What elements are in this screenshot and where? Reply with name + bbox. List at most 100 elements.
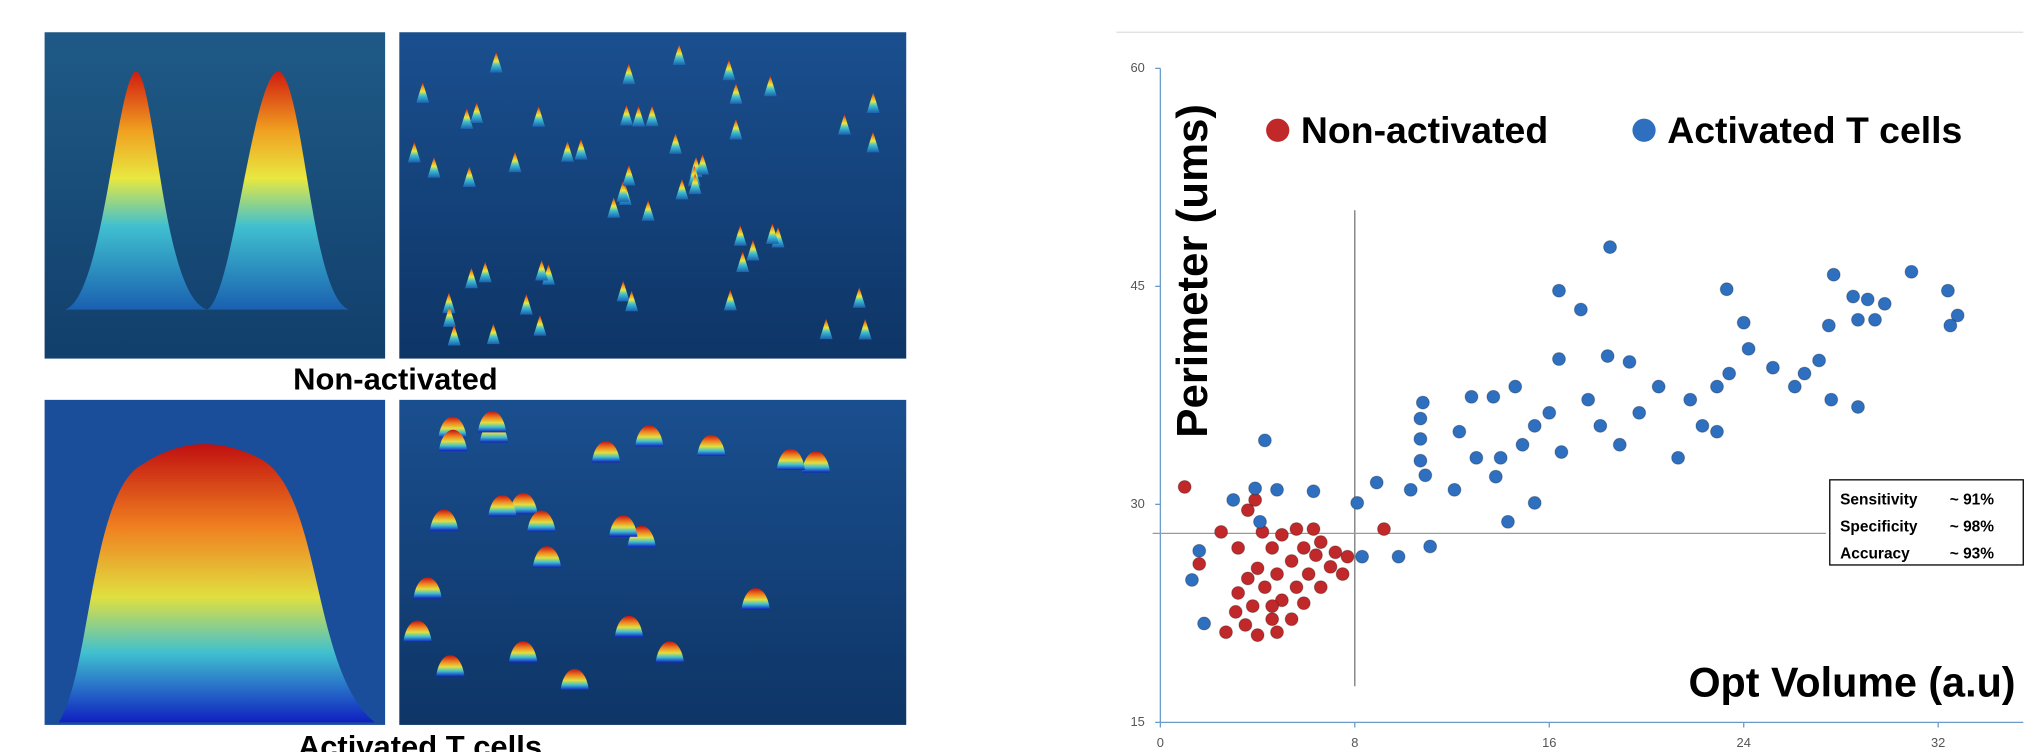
point (1378, 523, 1391, 536)
point (1944, 319, 1957, 332)
point (1822, 319, 1835, 332)
image-caption: Non-activated (293, 362, 498, 397)
x-tick-label: 32 (1931, 735, 1945, 750)
x-tick-label: 0 (1157, 735, 1164, 750)
point (1341, 550, 1354, 563)
image-panel (399, 400, 906, 725)
point (1249, 494, 1262, 507)
point (1543, 406, 1556, 419)
page: {"image_captions": ["Non-activated", "Ac… (0, 0, 2024, 752)
point (1470, 451, 1483, 464)
point (1258, 581, 1271, 594)
point (1414, 454, 1427, 467)
point (1696, 419, 1709, 432)
image-panel (399, 32, 906, 358)
point (1501, 515, 1514, 528)
point (1711, 425, 1724, 438)
point (1941, 284, 1954, 297)
image-caption: Activated T cells (298, 729, 542, 752)
point (1528, 419, 1541, 432)
point (1249, 482, 1262, 495)
point (1905, 265, 1918, 278)
point (1297, 541, 1310, 554)
point (1813, 354, 1826, 367)
legend-swatch (1266, 119, 1289, 142)
figure: Non-activated Activated T cells Perimete… (0, 0, 2024, 752)
point (1852, 313, 1865, 326)
point (1266, 600, 1279, 613)
point (1370, 476, 1383, 489)
point (1453, 425, 1466, 438)
point (1290, 581, 1303, 594)
point (1227, 494, 1240, 507)
afm-images: Non-activated Activated T cells (45, 32, 907, 752)
point (1404, 483, 1417, 496)
point (1307, 485, 1320, 498)
x-axis-title: Opt Volume (a.u) (1688, 660, 2015, 706)
stat-label: Accuracy (1840, 546, 1910, 563)
point (1297, 597, 1310, 610)
point (1827, 268, 1840, 281)
point (1185, 573, 1198, 586)
point (1742, 342, 1755, 355)
point (1720, 283, 1733, 296)
point (1309, 549, 1322, 562)
point (1271, 568, 1284, 581)
point (1302, 568, 1315, 581)
stat-value: ~ 91% (1950, 491, 1995, 508)
legend-swatch (1632, 119, 1655, 142)
point (1251, 629, 1264, 642)
point (1594, 419, 1607, 432)
point (1574, 303, 1587, 316)
point (1861, 293, 1874, 306)
point (1193, 544, 1206, 557)
point (1788, 380, 1801, 393)
point (1487, 390, 1500, 403)
point (1494, 451, 1507, 464)
point (1711, 380, 1724, 393)
point (1489, 470, 1502, 483)
stat-value: ~ 98% (1950, 518, 1995, 535)
point (1623, 355, 1636, 368)
image-panel (45, 32, 386, 358)
point (1198, 617, 1211, 630)
point (1254, 515, 1267, 528)
y-tick-label: 30 (1131, 496, 1145, 511)
point (1324, 560, 1337, 573)
point (1307, 523, 1320, 536)
point (1220, 626, 1233, 639)
x-tick-label: 8 (1351, 735, 1358, 750)
point (1798, 367, 1811, 380)
point (1239, 619, 1252, 632)
point (1178, 480, 1191, 493)
point (1555, 446, 1568, 459)
point (1314, 581, 1327, 594)
x-tick-label: 24 (1737, 735, 1751, 750)
point (1229, 605, 1242, 618)
point (1392, 550, 1405, 563)
point (1672, 451, 1685, 464)
legend-label: Activated T cells (1667, 109, 1962, 151)
legend-label: Non-activated (1301, 109, 1548, 151)
point (1285, 555, 1298, 568)
stat-value: ~ 93% (1950, 546, 1995, 563)
point (1613, 438, 1626, 451)
y-axis-title: Perimeter (ums) (1168, 104, 1217, 438)
point (1869, 313, 1882, 326)
point (1193, 557, 1206, 570)
point (1528, 496, 1541, 509)
point (1266, 613, 1279, 626)
point (1336, 568, 1349, 581)
point (1516, 438, 1529, 451)
point (1258, 434, 1271, 447)
point (1852, 401, 1865, 414)
point (1582, 393, 1595, 406)
point (1290, 523, 1303, 536)
point (1271, 626, 1284, 639)
point (1633, 406, 1646, 419)
point (1766, 361, 1779, 374)
point (1251, 562, 1264, 575)
point (1351, 496, 1364, 509)
point (1329, 546, 1342, 559)
point (1271, 483, 1284, 496)
